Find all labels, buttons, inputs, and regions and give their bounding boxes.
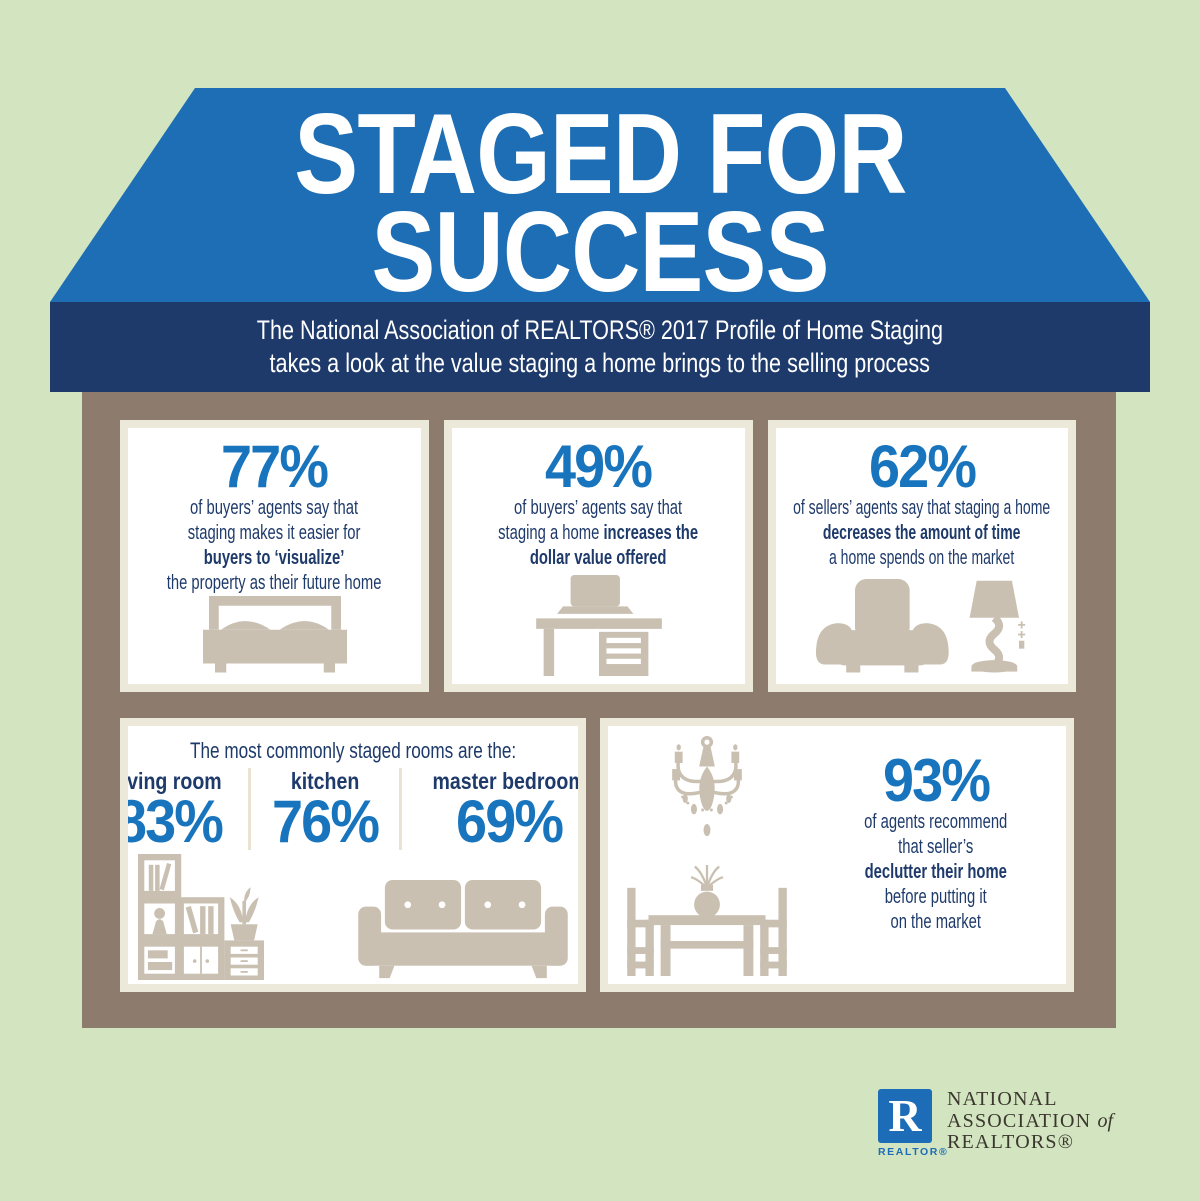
bookshelf-icon <box>138 854 264 980</box>
armchair-lamp-icon-slot <box>816 579 1028 676</box>
staged-rooms-header: The most commonly staged rooms are the: <box>189 738 517 763</box>
title-line-2: SUCCESS <box>371 189 829 316</box>
desk-icon <box>535 575 662 676</box>
stat-copy: of buyers’ agents say that staging makes… <box>167 497 382 594</box>
roof-banner: STAGED FOR SUCCESS <box>50 88 1150 302</box>
realtor-block: R REALTOR® <box>878 1089 949 1158</box>
stat-card-dollar-value: 49% of buyers’ agents say that staging a… <box>444 420 753 692</box>
nar-wordmark: NATIONAL ASSOCIATION of REALTORS® <box>947 1088 1114 1154</box>
bed-icon <box>202 596 347 673</box>
realtor-label: REALTOR® <box>878 1146 949 1158</box>
bed-icon-slot <box>200 596 350 680</box>
stat-card-declutter: 93% of agents recommend that seller’s de… <box>600 718 1074 992</box>
nar-line-1: NATIONAL <box>947 1088 1058 1110</box>
stat-value: 62% <box>868 433 977 500</box>
stat-copy: of agents recommend that seller’s declut… <box>864 811 1008 933</box>
room-kitchen: kitchen 76% <box>247 768 402 852</box>
stat-card-staged-rooms: The most commonly staged rooms are the: … <box>120 718 586 992</box>
staged-rooms-row: living room 83% kitchen 76% master bedro… <box>120 768 586 855</box>
subtitle-banner: The National Association of REALTORS® 20… <box>50 302 1150 392</box>
subtitle-line-2: takes a look at the value staging a home… <box>269 348 931 378</box>
realtor-r-icon: R <box>878 1089 932 1143</box>
room-master-bedroom: master bedroom 69% <box>432 768 586 855</box>
stat-copy: of sellers’ agents say that staging a ho… <box>793 497 1051 569</box>
desk-icon-slot <box>524 575 674 676</box>
declutter-icons <box>608 726 806 984</box>
subtitle-line-1: The National Association of REALTORS® 20… <box>256 315 944 345</box>
nar-line-3: REALTORS® <box>947 1131 1075 1153</box>
stat-value: 93% <box>882 747 991 814</box>
dining-table-icon <box>627 865 787 976</box>
stat-copy: of buyers’ agents say that staging a hom… <box>498 497 699 569</box>
stat-value: 77% <box>221 433 329 500</box>
sofa-icon <box>358 880 568 979</box>
stat-card-visualize: 77% of buyers’ agents say that staging m… <box>120 420 429 692</box>
nar-line-2: ASSOCIATION of <box>947 1109 1114 1132</box>
room-living-room: living room 83% <box>120 768 224 855</box>
nar-logo: R REALTOR® NATIONAL ASSOCIATION of REALT… <box>878 1088 1114 1158</box>
chandelier-icon <box>672 736 742 837</box>
stat-value: 49% <box>545 433 653 500</box>
armchair-lamp-icon <box>816 579 1026 673</box>
stat-card-time-on-market: 62% of sellers’ agents say that staging … <box>768 420 1076 692</box>
declutter-copy: 93% of agents recommend that seller’s de… <box>806 726 1066 984</box>
title-line-1: STAGED FOR <box>293 91 907 218</box>
staged-rooms-icons <box>128 854 578 984</box>
